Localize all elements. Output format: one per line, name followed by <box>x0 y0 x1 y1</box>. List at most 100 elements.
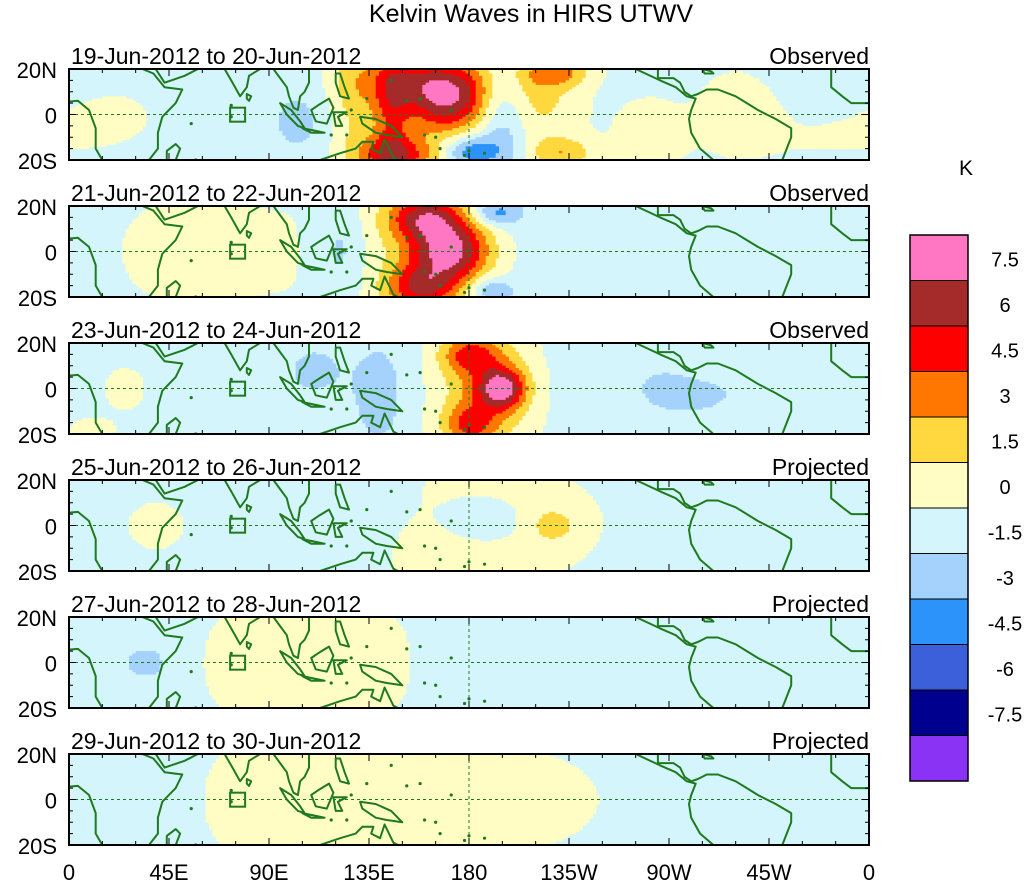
field-cell <box>462 130 467 134</box>
field-cell <box>515 98 520 102</box>
field-cell <box>565 105 570 109</box>
field-cell <box>299 128 303 132</box>
field-cell <box>645 123 650 127</box>
field-cell <box>509 89 513 93</box>
field-cell <box>449 78 453 81</box>
field-cell <box>362 109 367 113</box>
field-cell <box>685 148 690 152</box>
field-cell <box>615 123 620 127</box>
field-cell <box>435 82 440 86</box>
field-cell <box>382 146 387 150</box>
field-cell <box>95 119 100 122</box>
field-cell <box>462 73 467 77</box>
field-cell <box>72 125 77 129</box>
field-cell <box>562 121 567 125</box>
field-cell <box>109 137 113 141</box>
field-cell <box>392 78 397 81</box>
field-cell <box>82 141 87 145</box>
field-cell <box>389 94 393 97</box>
field-cell <box>559 121 563 125</box>
field-cell <box>579 73 583 77</box>
field-cell <box>555 119 560 122</box>
field-cell <box>765 87 770 91</box>
field-cell <box>659 141 663 145</box>
field-cell <box>765 141 770 145</box>
field-cell <box>489 139 493 143</box>
field-cell <box>842 128 847 132</box>
field-cell <box>322 75 327 79</box>
field-cell <box>482 69 487 72</box>
field-cell <box>372 137 377 141</box>
field-cell <box>532 134 537 138</box>
field-cell <box>412 148 417 152</box>
field-cell <box>529 137 533 141</box>
field-cell <box>575 96 580 100</box>
field-cell <box>472 112 477 116</box>
field-cell <box>835 137 840 141</box>
field-cell <box>505 128 510 132</box>
field-cell <box>79 123 83 127</box>
field-cell <box>715 141 720 145</box>
field-cell <box>762 146 767 150</box>
field-cell <box>805 130 810 134</box>
field-cell <box>729 107 733 111</box>
field-cell <box>309 121 313 125</box>
field-cell <box>469 130 473 134</box>
field-cell <box>652 116 657 120</box>
field-cell <box>675 141 680 145</box>
field-cell <box>112 109 117 113</box>
field-cell <box>135 128 140 132</box>
field-cell <box>295 112 300 116</box>
field-cell <box>359 132 363 136</box>
field-cell <box>685 128 690 132</box>
field-cell <box>549 119 553 122</box>
field-cell <box>559 94 563 97</box>
field-cell <box>392 148 397 152</box>
field-cell <box>749 80 753 84</box>
field-cell <box>439 80 443 84</box>
field-cell <box>399 112 403 116</box>
field-cell <box>652 121 657 125</box>
field-cell <box>482 73 487 77</box>
field-cell <box>412 98 417 102</box>
field-cell <box>702 103 707 107</box>
field-cell <box>539 130 543 134</box>
field-cell <box>475 94 480 97</box>
field-cell <box>865 139 869 143</box>
field-cell <box>345 71 350 75</box>
field-cell <box>429 107 433 111</box>
field-cell <box>382 123 387 127</box>
field-cell <box>282 128 287 132</box>
field-cell <box>762 144 767 147</box>
field-cell <box>729 123 733 127</box>
field-cell <box>582 103 587 107</box>
field-cell <box>629 114 633 118</box>
field-cell <box>729 134 733 138</box>
field-cell <box>669 130 673 134</box>
field-cell <box>629 125 633 129</box>
field-cell <box>525 100 530 104</box>
field-cell <box>339 139 343 143</box>
field-cell <box>359 80 363 84</box>
field-cell <box>589 71 593 75</box>
field-cell <box>475 146 480 150</box>
field-cell <box>99 98 103 102</box>
field-cell <box>405 141 410 145</box>
field-cell <box>542 94 547 97</box>
field-cell <box>779 144 783 147</box>
field-cell <box>355 116 360 120</box>
field-cell <box>772 139 777 143</box>
field-cell <box>532 109 537 113</box>
field-cell <box>339 107 343 111</box>
field-cell <box>405 128 410 132</box>
field-cell <box>425 123 430 127</box>
field-cell <box>425 109 430 113</box>
field-cell <box>439 100 443 104</box>
field-cell <box>539 112 543 116</box>
field-cell <box>775 105 780 109</box>
field-cell <box>572 71 577 75</box>
field-cell <box>402 116 407 120</box>
field-cell <box>379 121 383 125</box>
field-cell <box>419 116 423 120</box>
